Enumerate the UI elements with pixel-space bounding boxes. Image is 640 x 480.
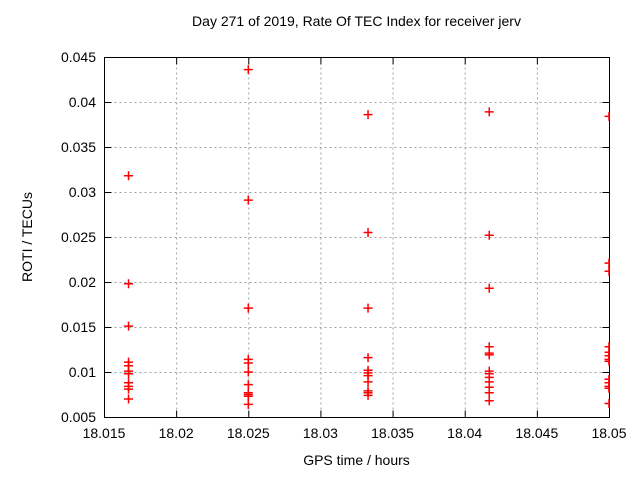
data-point	[484, 388, 494, 398]
y-tick-label: 0.045	[60, 49, 96, 65]
data-point	[124, 384, 134, 394]
data-point	[363, 110, 373, 120]
data-point	[484, 396, 494, 406]
y-tick-label: 0.04	[68, 94, 96, 110]
y-tick-label: 0.01	[68, 364, 96, 380]
data-point	[604, 356, 610, 366]
data-point	[484, 283, 494, 293]
x-tick-label: 18.025	[226, 425, 270, 441]
data-point	[363, 390, 373, 400]
data-point	[243, 367, 253, 377]
plot-area	[104, 57, 610, 418]
data-point	[484, 230, 494, 240]
data-point	[124, 171, 134, 181]
data-point	[363, 228, 373, 237]
data-point	[604, 266, 610, 276]
x-axis-label: GPS time / hours	[303, 452, 410, 468]
y-tick-label: 0.035	[60, 139, 96, 155]
data-point	[124, 394, 134, 404]
y-tick-label: 0.025	[60, 229, 96, 245]
y-tick-label: 0.015	[60, 319, 96, 335]
chart-title: Day 271 of 2019, Rate Of TEC Index for r…	[192, 13, 521, 29]
data-point	[124, 369, 134, 379]
y-tick-label: 0.02	[68, 274, 96, 290]
x-tick-label: 18.035	[371, 425, 414, 441]
data-point	[243, 195, 253, 205]
data-point	[363, 303, 373, 313]
x-tick-label: 18.045	[515, 425, 559, 441]
x-tick-label: 18.04	[447, 425, 483, 441]
data-point	[363, 353, 373, 363]
y-tick-label: 0.03	[68, 184, 96, 200]
data-point	[243, 358, 253, 368]
data-point	[124, 279, 134, 289]
data-point	[243, 399, 253, 409]
data-point	[604, 383, 610, 393]
y-tick-label: 0.005	[60, 409, 96, 425]
data-point	[484, 107, 494, 117]
data-point	[604, 258, 610, 268]
data-point	[604, 399, 610, 408]
x-tick-label: 18.015	[82, 425, 126, 441]
data-point	[604, 111, 610, 121]
data-point	[484, 350, 494, 360]
data-point	[243, 391, 253, 401]
data-point	[243, 65, 253, 75]
x-tick-label: 18.03	[302, 425, 338, 441]
data-point	[124, 321, 134, 331]
data-point	[243, 380, 253, 390]
data-point	[243, 303, 253, 313]
x-tick-label: 18.05	[591, 425, 627, 441]
x-tick-label: 18.02	[158, 425, 194, 441]
data-point	[363, 377, 373, 387]
